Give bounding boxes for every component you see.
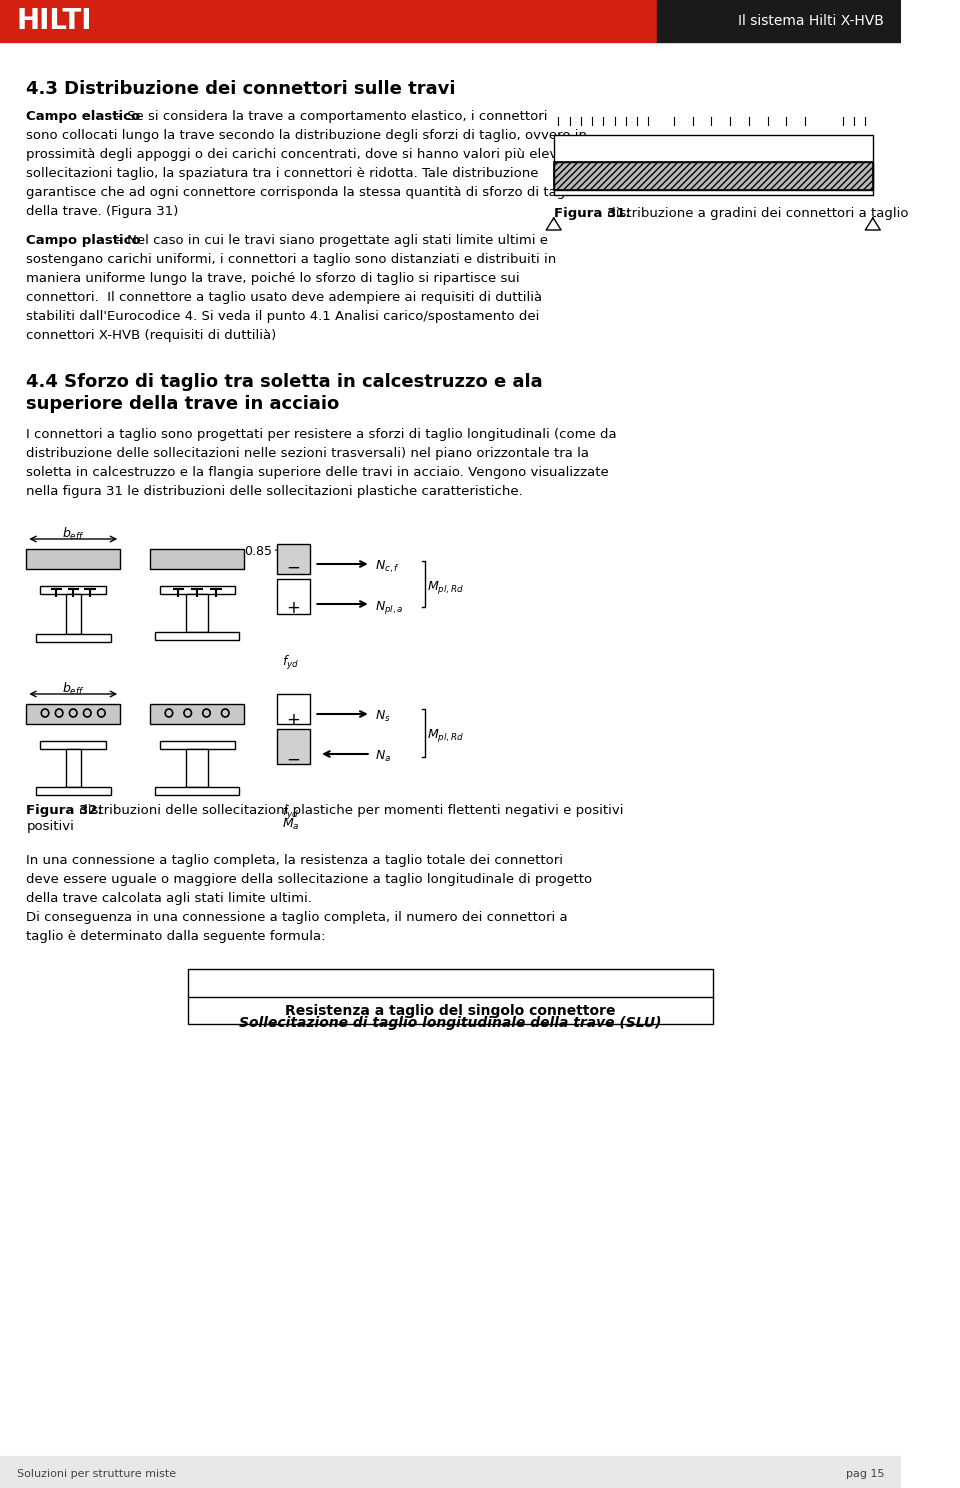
Text: prossimità degli appoggi o dei carichi concentrati, dove si hanno valori più ele: prossimità degli appoggi o dei carichi c…	[26, 147, 591, 161]
Bar	[159, 741, 234, 748]
Text: Campo elastico: Campo elastico	[26, 110, 140, 124]
Bar	[0, 0, 657, 42]
Text: HILTI: HILTI	[17, 7, 92, 36]
Text: −: −	[286, 751, 300, 769]
Text: −: −	[286, 559, 300, 577]
Text: $b_{eff}$: $b_{eff}$	[61, 682, 84, 696]
Text: $M_{pl,Rd}$: $M_{pl,Rd}$	[427, 579, 464, 597]
Text: superiore della trave in acciaio: superiore della trave in acciaio	[26, 394, 340, 414]
Text: $b_{eff}$: $b_{eff}$	[61, 525, 84, 542]
Bar	[150, 549, 244, 568]
Text: Figura 32:: Figura 32:	[26, 804, 103, 817]
Text: $N_s$: $N_s$	[375, 708, 391, 725]
Bar	[657, 0, 900, 42]
Bar	[26, 549, 120, 568]
Text: $0.85 \cdot f_{cd}$: $0.85 \cdot f_{cd}$	[244, 545, 297, 559]
Text: connettori.  Il connettore a taglio usato deve adempiere ai requisiti di duttili: connettori. Il connettore a taglio usato…	[26, 292, 542, 304]
Bar	[65, 748, 81, 787]
Bar	[155, 632, 239, 640]
Text: +: +	[286, 600, 300, 618]
Bar	[186, 594, 208, 632]
Text: $f_{yd}$: $f_{yd}$	[281, 655, 299, 673]
Bar	[554, 135, 873, 195]
Text: della trave. (Figura 31): della trave. (Figura 31)	[26, 205, 179, 219]
Text: $N_{pl,a}$: $N_{pl,a}$	[375, 600, 404, 616]
Text: In una connessione a taglio completa, la resistenza a taglio totale dei connetto: In una connessione a taglio completa, la…	[26, 854, 564, 868]
Bar	[554, 162, 873, 190]
Bar	[276, 545, 310, 574]
Text: pag 15: pag 15	[846, 1469, 884, 1479]
Text: soletta in calcestruzzo e la flangia superiore delle travi in acciaio. Vengono v: soletta in calcestruzzo e la flangia sup…	[26, 466, 609, 479]
Text: Il sistema Hilti X-HVB: Il sistema Hilti X-HVB	[738, 13, 884, 28]
Text: Campo plastico: Campo plastico	[26, 234, 141, 247]
Text: garantisce che ad ogni connettore corrisponda la stessa quantità di sforzo di ta: garantisce che ad ogni connettore corris…	[26, 186, 581, 199]
Text: 4.3 Distribuzione dei connettori sulle travi: 4.3 Distribuzione dei connettori sulle t…	[26, 80, 456, 98]
Text: distribuzione delle sollecitazioni nelle sezioni trasversali) nel piano orizzont: distribuzione delle sollecitazioni nelle…	[26, 446, 589, 460]
Bar	[186, 748, 208, 787]
Text: positivi: positivi	[26, 820, 74, 833]
Text: connettori X-HVB (requisiti di duttilià): connettori X-HVB (requisiti di duttilià)	[26, 329, 276, 342]
Bar	[36, 787, 110, 795]
Bar	[36, 634, 110, 641]
Bar	[40, 741, 106, 748]
Bar	[26, 704, 120, 725]
Text: Resistenza a taglio del singolo connettore: Resistenza a taglio del singolo connetto…	[285, 1004, 615, 1018]
Text: $N_{c,f}$: $N_{c,f}$	[375, 559, 400, 576]
Text: $M_a$: $M_a$	[281, 817, 300, 832]
Text: Figura 31:: Figura 31:	[554, 207, 631, 220]
Text: della trave calcolata agli stati limite ultimi.: della trave calcolata agli stati limite …	[26, 891, 312, 905]
Bar	[276, 693, 310, 725]
Text: maniera uniforme lungo la trave, poiché lo sforzo di taglio si ripartisce sui: maniera uniforme lungo la trave, poiché …	[26, 272, 520, 286]
Text: sostengano carichi uniformi, i connettori a taglio sono distanziati e distribuit: sostengano carichi uniformi, i connettor…	[26, 253, 557, 266]
Text: – Se si considera la trave a comportamento elastico, i connettori: – Se si considera la trave a comportamen…	[111, 110, 547, 124]
Bar	[554, 162, 873, 190]
Text: – Nel caso in cui le travi siano progettate agli stati limite ultimi e: – Nel caso in cui le travi siano progett…	[111, 234, 548, 247]
Text: deve essere uguale o maggiore della sollecitazione a taglio longitudinale di pro: deve essere uguale o maggiore della soll…	[26, 873, 592, 885]
Text: taglio è determinato dalla seguente formula:: taglio è determinato dalla seguente form…	[26, 930, 325, 943]
Bar	[276, 579, 310, 615]
Bar	[65, 594, 81, 634]
Text: distribuzione a gradini dei connettori a taglio: distribuzione a gradini dei connettori a…	[603, 207, 908, 220]
Text: Soluzioni per strutture miste: Soluzioni per strutture miste	[17, 1469, 176, 1479]
Bar	[150, 704, 244, 725]
Bar	[40, 586, 106, 594]
Text: $N_a$: $N_a$	[375, 748, 392, 765]
Bar	[155, 787, 239, 795]
Text: Sollecitazione di taglio longitudinale della trave (SLU): Sollecitazione di taglio longitudinale d…	[239, 1016, 661, 1030]
Text: $f_{yd}$: $f_{yd}$	[281, 804, 299, 821]
Text: 4.4 Sforzo di taglio tra soletta in calcestruzzo e ala: 4.4 Sforzo di taglio tra soletta in calc…	[26, 373, 543, 391]
Text: distribuzioni delle sollecitazioni plastiche per momenti flettenti negativi e po: distribuzioni delle sollecitazioni plast…	[75, 804, 624, 817]
Text: sollecitazioni taglio, la spaziatura tra i connettori è ridotta. Tale distribuzi: sollecitazioni taglio, la spaziatura tra…	[26, 167, 539, 180]
Bar	[188, 969, 713, 1024]
Text: $M_{pl,Rd}$: $M_{pl,Rd}$	[427, 728, 464, 744]
Bar	[0, 1455, 900, 1488]
Text: $f_{sd}$: $f_{sd}$	[281, 693, 299, 710]
Text: nella figura 31 le distribuzioni delle sollecitazioni plastiche caratteristiche.: nella figura 31 le distribuzioni delle s…	[26, 485, 523, 498]
Text: +: +	[286, 711, 300, 729]
Text: Di conseguenza in una connessione a taglio completa, il numero dei connettori a: Di conseguenza in una connessione a tagl…	[26, 911, 568, 924]
Bar	[276, 729, 310, 763]
Text: sono collocati lungo la trave secondo la distribuzione degli sforzi di taglio, o: sono collocati lungo la trave secondo la…	[26, 129, 588, 141]
Text: stabiliti dall'Eurocodice 4. Si veda il punto 4.1 Analisi carico/spostamento dei: stabiliti dall'Eurocodice 4. Si veda il …	[26, 310, 540, 323]
Text: I connettori a taglio sono progettati per resistere a sforzi di taglio longitudi: I connettori a taglio sono progettati pe…	[26, 429, 617, 440]
Bar	[159, 586, 234, 594]
